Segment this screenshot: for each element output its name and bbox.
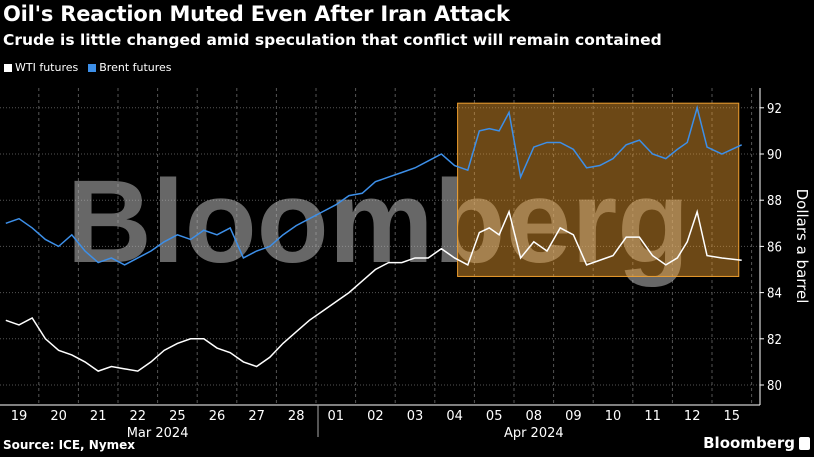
- y-tick-label: 86: [767, 240, 782, 255]
- x-tick-label: 10: [605, 409, 622, 424]
- x-tick-label: 11: [644, 409, 661, 424]
- x-tick-label: 12: [684, 409, 701, 424]
- month-label: Apr 2024: [504, 426, 564, 441]
- y-tick-label: 84: [767, 287, 782, 302]
- series-line-wti: [5, 208, 742, 372]
- x-tick-label: 08: [526, 409, 543, 424]
- chart-title: Oil's Reaction Muted Even After Iran Att…: [3, 2, 510, 26]
- y-tick-label: 88: [767, 194, 782, 209]
- x-tick-label: 02: [367, 409, 384, 424]
- x-tick-label: 04: [446, 409, 463, 424]
- source-note: Source: ICE, Nymex: [3, 438, 136, 452]
- month-label: Mar 2024: [127, 426, 189, 441]
- series-line-brent: [5, 104, 743, 266]
- chart-subtitle: Crude is little changed amid speculation…: [3, 31, 662, 49]
- x-tick-label: 15: [724, 409, 741, 424]
- y-axis-label: Dollars a barrel: [793, 189, 811, 304]
- y-tick-label: 82: [767, 333, 782, 348]
- x-tick-label: 28: [288, 409, 305, 424]
- brand-logo: Bloomberg: [703, 434, 810, 452]
- legend-item-brent: Brent futures: [88, 61, 172, 74]
- x-tick-label: 21: [90, 409, 107, 424]
- x-tick-label: 05: [486, 409, 503, 424]
- y-tick-label: 90: [767, 148, 782, 163]
- y-tick-label: 92: [767, 102, 782, 117]
- legend-item-wti: WTI futures: [4, 61, 78, 74]
- x-tick-label: 19: [11, 409, 28, 424]
- x-tick-label: 27: [248, 409, 265, 424]
- x-tick-label: 22: [130, 409, 147, 424]
- y-tick-label: 80: [767, 379, 782, 394]
- x-tick-label: 20: [50, 409, 67, 424]
- highlight-box: [457, 102, 740, 277]
- x-tick-label: 09: [565, 409, 582, 424]
- x-tick-label: 25: [169, 409, 186, 424]
- legend: WTI futures Brent futures: [4, 61, 172, 74]
- bloomberg-icon: [799, 436, 810, 450]
- x-tick-label: 01: [328, 409, 345, 424]
- x-tick-label: 26: [209, 409, 226, 424]
- x-tick-label: 03: [407, 409, 424, 424]
- watermark: Bloomberg: [67, 156, 690, 288]
